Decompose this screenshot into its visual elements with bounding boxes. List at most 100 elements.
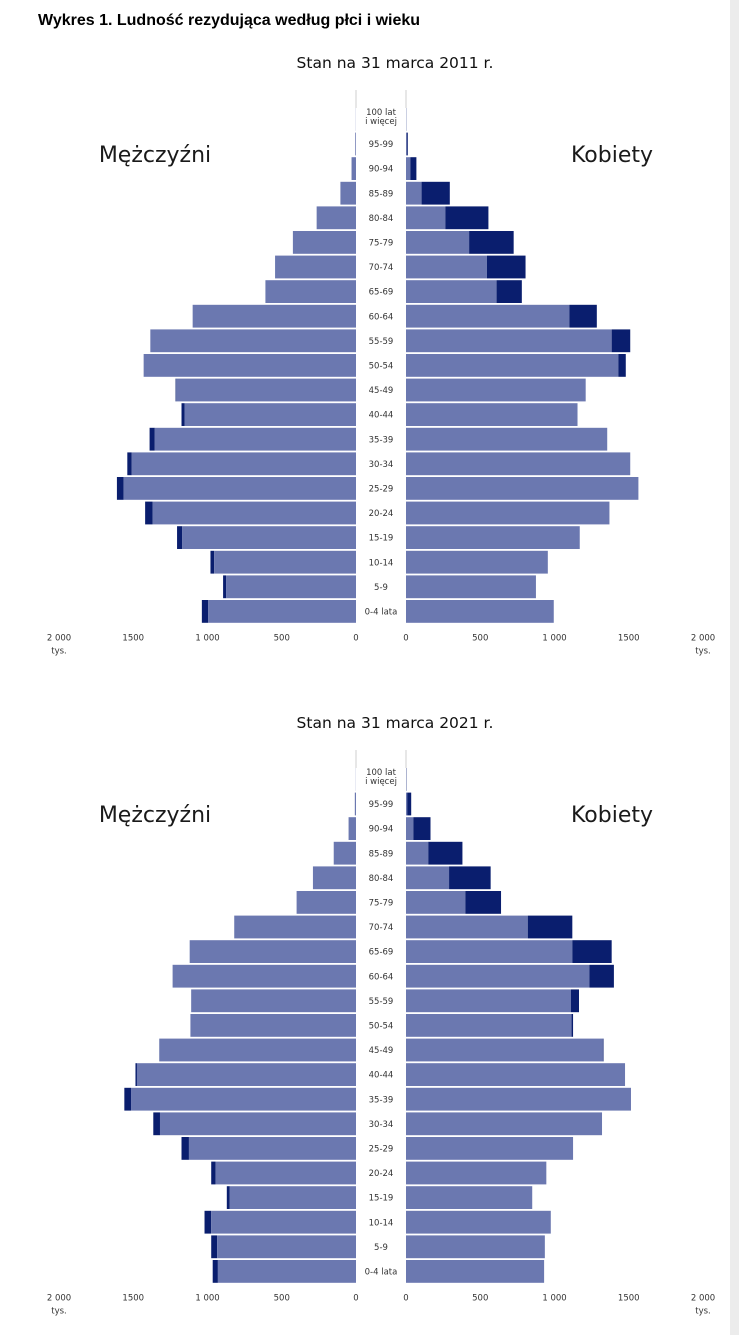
male-bar	[191, 989, 356, 1013]
female-bar	[406, 452, 631, 476]
male-bar	[131, 1087, 356, 1111]
male-excess-bar	[145, 501, 153, 525]
age-label: 95-99	[369, 800, 394, 810]
age-label: 55-59	[369, 997, 394, 1007]
male-bar	[312, 866, 356, 890]
age-label: 100 lat i więcej	[365, 108, 397, 127]
male-bar	[234, 915, 356, 939]
male-excess-bar	[177, 526, 183, 549]
x-tick-label: 1500	[122, 634, 144, 644]
page-edge	[730, 0, 739, 1335]
female-excess-bar	[569, 304, 597, 328]
female-excess-bar	[406, 132, 408, 156]
x-tick-label: 2 000	[691, 1294, 715, 1304]
x-tick-label: 0	[403, 1294, 408, 1304]
female-excess-bar	[486, 255, 526, 279]
female-excess-bar	[572, 940, 612, 963]
male-bar	[354, 792, 356, 816]
female-bar	[406, 1161, 547, 1185]
female-bar	[406, 157, 411, 180]
male-excess-bar	[201, 600, 209, 623]
x-tick-label: 1 000	[195, 634, 219, 644]
men-label: Mężczyźni	[99, 143, 211, 168]
male-bar	[192, 304, 356, 328]
x-tick-label: 0	[353, 634, 358, 644]
population-pyramid-2011: Stan na 31 marca 2011 r. Mężczyźni Kobiety…	[47, 54, 715, 657]
female-excess-bar	[496, 280, 522, 303]
age-label: 30-34	[369, 460, 394, 470]
x-tick-label: 500	[274, 1294, 290, 1304]
age-label: 5-9	[374, 1243, 388, 1253]
female-bar	[406, 206, 446, 230]
female-bar	[406, 989, 571, 1013]
male-bar	[208, 600, 356, 623]
male-excess-bar	[135, 1063, 137, 1086]
x-tick-label: 500	[472, 634, 488, 644]
female-bar	[406, 329, 612, 353]
x-tick-label: 1 000	[195, 1294, 219, 1304]
age-label: 45-49	[369, 386, 394, 396]
female-excess-bar	[407, 792, 412, 816]
age-label: 5-9	[374, 583, 388, 593]
age-label: 65-69	[369, 288, 394, 298]
male-excess-bar	[181, 403, 185, 426]
male-bar	[226, 575, 356, 599]
female-bar	[406, 1087, 631, 1111]
male-excess-bar	[175, 378, 177, 402]
male-bar	[152, 501, 356, 525]
women-label: Kobiety	[571, 143, 653, 168]
female-bar	[406, 1235, 545, 1259]
male-bar	[265, 280, 356, 303]
female-bar	[406, 940, 573, 963]
x-tick-label: 2 000	[691, 634, 715, 644]
age-label: 60-64	[369, 312, 394, 322]
female-bar	[406, 1063, 626, 1086]
male-bar	[340, 181, 356, 205]
female-bar	[406, 600, 554, 623]
male-bar	[217, 1260, 356, 1283]
male-bar	[296, 891, 356, 914]
unit-label: tys.	[695, 1307, 711, 1317]
female-bar	[406, 817, 414, 840]
age-label: 95-99	[369, 140, 394, 150]
male-bar	[182, 526, 356, 549]
male-bar	[333, 841, 356, 865]
x-tick-label: 1500	[618, 634, 640, 644]
unit-label: tys.	[51, 1307, 67, 1317]
female-bar	[406, 1260, 545, 1283]
female-excess-bar	[449, 866, 491, 890]
male-excess-bar	[226, 1186, 230, 1209]
male-excess-bar	[210, 550, 215, 574]
page-title: Wykres 1. Ludność rezydująca według płci…	[38, 12, 421, 29]
female-bar	[406, 354, 619, 377]
x-tick-label: 1500	[122, 1294, 144, 1304]
age-label: 35-39	[369, 1095, 394, 1105]
male-bar	[351, 157, 356, 180]
male-excess-bar	[181, 1137, 189, 1160]
male-bar	[172, 964, 356, 988]
male-bar	[188, 1137, 356, 1160]
women-label: Kobiety	[571, 803, 653, 828]
male-bar	[214, 550, 356, 574]
x-tick-label: 2 000	[47, 1294, 71, 1304]
female-bar	[406, 891, 466, 914]
female-bar	[406, 477, 639, 500]
age-label: 25-29	[369, 485, 394, 495]
male-excess-bar	[149, 427, 155, 451]
female-bar	[406, 501, 610, 525]
female-excess-bar	[571, 1014, 574, 1037]
male-bar	[159, 1112, 356, 1136]
female-bar	[406, 1186, 533, 1209]
female-bar	[406, 575, 536, 599]
age-label: 20-24	[369, 1169, 394, 1179]
age-label: 15-19	[369, 534, 394, 544]
age-label: 45-49	[369, 1046, 394, 1056]
population-pyramid-2021: Stan na 31 marca 2021 r. Mężczyźni Kobiety…	[47, 714, 715, 1317]
female-bar	[406, 1014, 572, 1037]
male-bar	[348, 817, 356, 840]
age-label: 25-29	[369, 1145, 394, 1155]
female-excess-bar	[465, 891, 502, 914]
female-bar	[406, 915, 528, 939]
female-excess-bar	[445, 206, 489, 230]
male-bar	[190, 1014, 356, 1037]
